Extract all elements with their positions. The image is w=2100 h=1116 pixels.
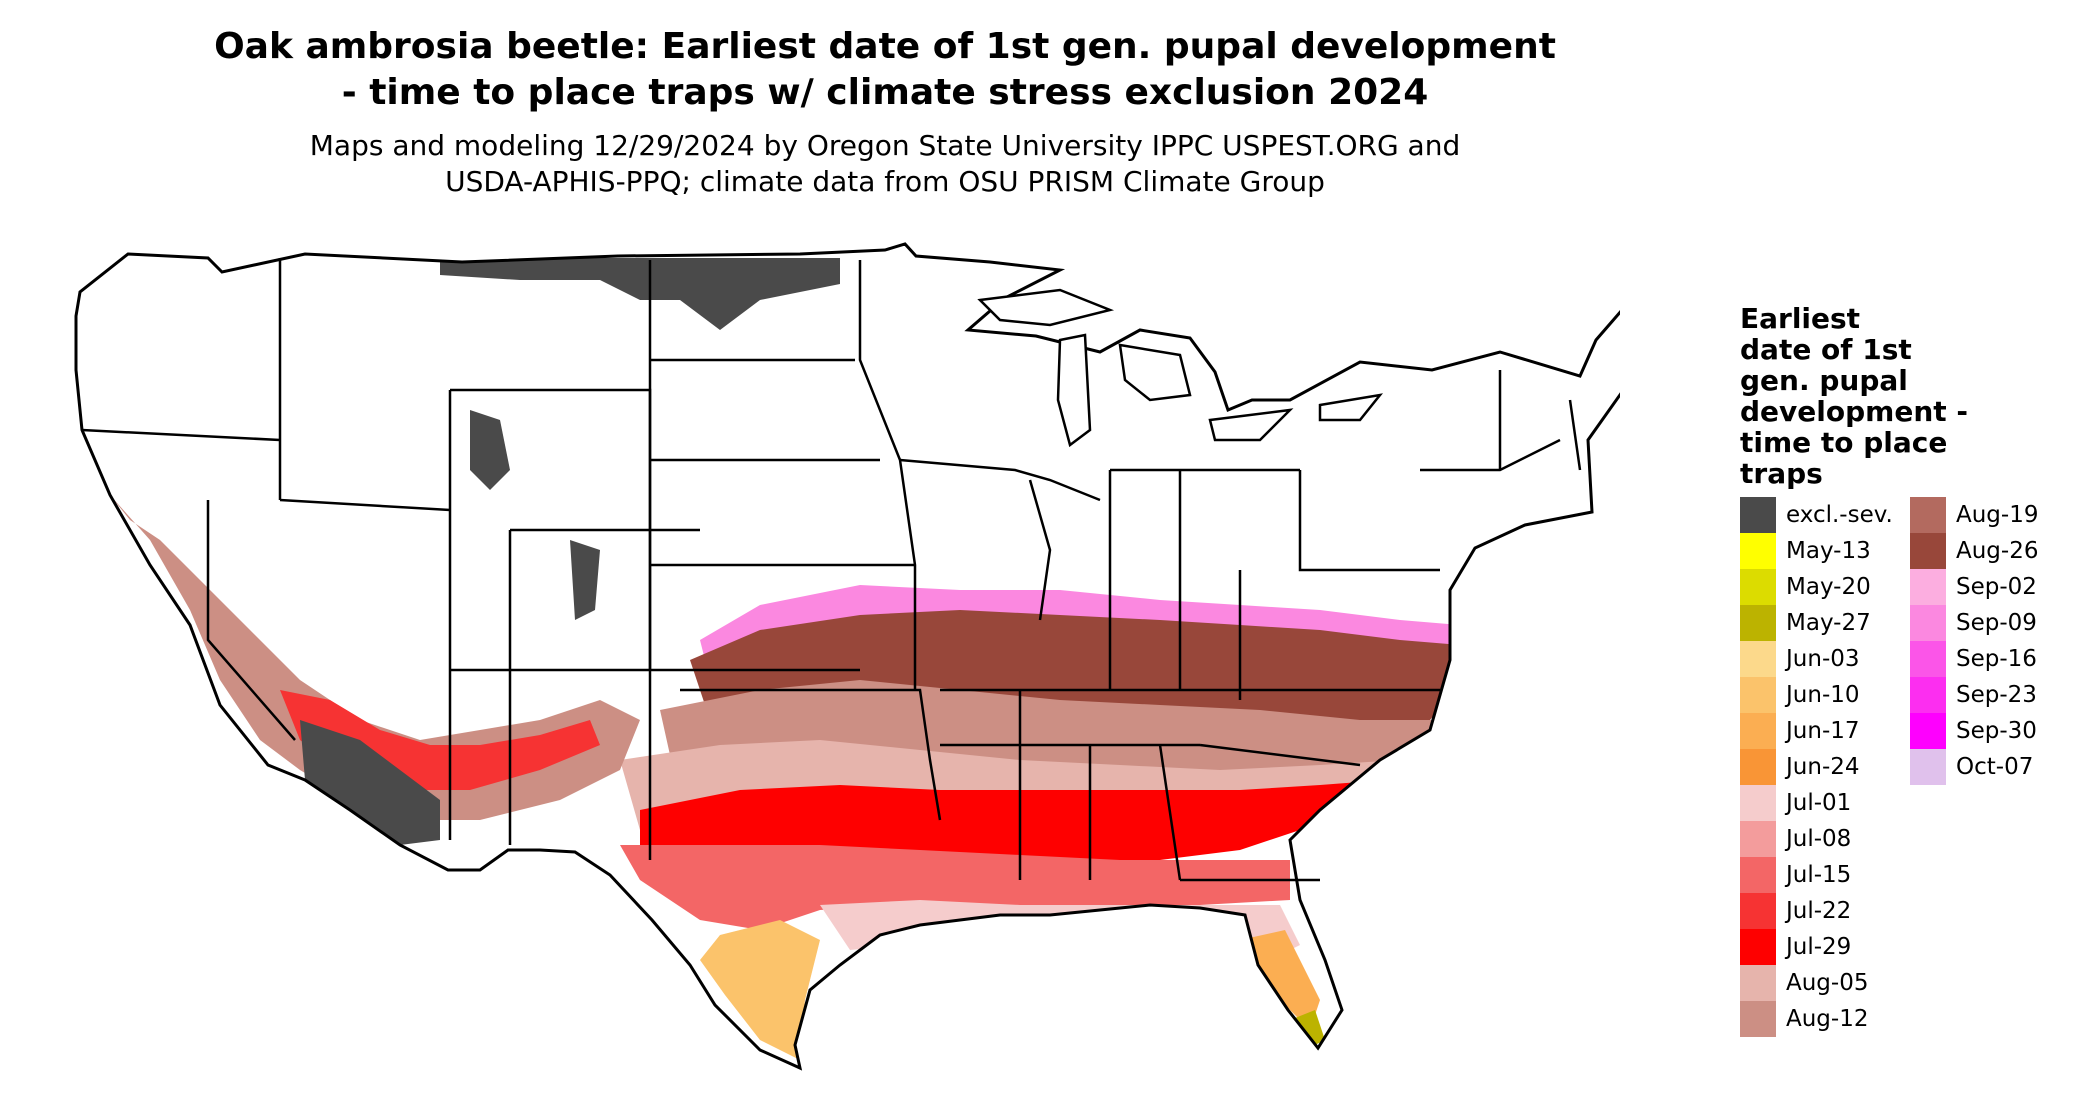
legend-swatch	[1740, 929, 1776, 965]
legend-swatch	[1740, 713, 1776, 749]
legend-item: Jun-24	[1740, 749, 1910, 785]
legend-title-line: time to place	[1740, 426, 1948, 459]
zone-sw-aug-12	[110, 495, 640, 820]
legend-label: Jul-15	[1786, 862, 1852, 888]
legend-item: excl.-sev.	[1740, 497, 1910, 533]
zone-north-excluded	[440, 258, 840, 330]
legend-label: Aug-19	[1956, 502, 2039, 528]
legend-item: Sep-02	[1910, 569, 2080, 605]
legend-title-line: Earliest	[1740, 302, 1861, 335]
zone-co-excluded	[570, 540, 600, 620]
legend-label: Sep-16	[1956, 646, 2037, 672]
legend-item: Sep-09	[1910, 605, 2080, 641]
legend-swatch	[1910, 641, 1946, 677]
legend-label: Aug-05	[1786, 970, 1869, 996]
legend-swatch	[1740, 785, 1776, 821]
legend-swatch	[1740, 1001, 1776, 1037]
legend-swatch	[1910, 497, 1946, 533]
legend-label: Oct-07	[1956, 754, 2034, 780]
legend-swatch	[1910, 677, 1946, 713]
zone-jun-10	[700, 920, 820, 1060]
legend-label: Sep-02	[1956, 574, 2037, 600]
legend-swatch	[1740, 821, 1776, 857]
legend-label: Jul-29	[1786, 934, 1852, 960]
legend-item: Jul-01	[1740, 785, 1910, 821]
legend-label: Jun-24	[1786, 754, 1860, 780]
legend-label: Jul-22	[1786, 898, 1852, 924]
legend-item: Oct-07	[1910, 749, 2080, 785]
legend-swatch	[1740, 857, 1776, 893]
legend-label: Sep-30	[1956, 718, 2037, 744]
legend-item: Sep-16	[1910, 641, 2080, 677]
legend-title-line: gen. pupal	[1740, 364, 1908, 397]
legend-label: May-27	[1786, 610, 1871, 636]
zone-sw-excluded	[300, 720, 440, 845]
legend-title: Earliest date of 1st gen. pupal developm…	[1740, 303, 2060, 489]
legend-swatch	[1740, 569, 1776, 605]
legend-label: Jun-17	[1786, 718, 1860, 744]
legend-label: Sep-23	[1956, 682, 2037, 708]
map-subtitle-line-2: USDA-APHIS-PPQ; climate data from OSU PR…	[445, 165, 1325, 198]
legend-column-1: excl.-sev. May-13 May-20 May-27 Jun-03 Jun-10…	[1740, 497, 1910, 1037]
legend-item: Jul-22	[1740, 893, 1910, 929]
legend-label: Aug-26	[1956, 538, 2039, 564]
legend-label: May-20	[1786, 574, 1871, 600]
zone-jul-15	[620, 845, 1290, 930]
legend-swatch	[1910, 605, 1946, 641]
legend-column-2: Aug-19 Aug-26 Sep-02 Sep-09 Sep-16 Sep-23 Sep-…	[1910, 497, 2080, 785]
legend-swatch	[1740, 605, 1776, 641]
zone-jun-17-fl	[1240, 930, 1320, 1030]
legend-swatch	[1740, 497, 1776, 533]
legend-title-line: date of 1st	[1740, 333, 1912, 366]
legend-label: Jun-03	[1786, 646, 1860, 672]
legend-label: excl.-sev.	[1786, 502, 1893, 528]
legend-swatch	[1740, 965, 1776, 1001]
legend-item: Jun-17	[1740, 713, 1910, 749]
legend-label: May-13	[1786, 538, 1871, 564]
legend-item: May-13	[1740, 533, 1910, 569]
legend-item: Jul-29	[1740, 929, 1910, 965]
legend-item: Aug-12	[1740, 1001, 1910, 1037]
legend-item: Jul-15	[1740, 857, 1910, 893]
legend-swatch	[1740, 749, 1776, 785]
us-map	[74, 242, 1620, 1070]
legend-item: May-20	[1740, 569, 1910, 605]
legend-item: May-27	[1740, 605, 1910, 641]
legend-item: Sep-23	[1910, 677, 2080, 713]
zone-jul-01	[820, 900, 1300, 960]
legend-swatch	[1910, 569, 1946, 605]
state-boundaries	[81, 258, 1582, 882]
legend-swatch	[1910, 713, 1946, 749]
legend-item: Aug-26	[1910, 533, 2080, 569]
legend-swatch	[1740, 677, 1776, 713]
legend-label: Aug-12	[1786, 1006, 1869, 1032]
legend-item: Aug-05	[1740, 965, 1910, 1001]
legend-label: Jun-10	[1786, 682, 1860, 708]
legend-label: Sep-09	[1956, 610, 2037, 636]
legend-item: Jul-08	[1740, 821, 1910, 857]
legend-item: Aug-19	[1910, 497, 2080, 533]
phenology-raster	[110, 258, 1460, 1060]
map-title-line-2: - time to place traps w/ climate stress …	[341, 72, 1429, 113]
legend-swatch	[1910, 749, 1946, 785]
legend-label: Jul-08	[1786, 826, 1852, 852]
legend-item: Jun-10	[1740, 677, 1910, 713]
legend-item: Jun-03	[1740, 641, 1910, 677]
map-subtitle-line-1: Maps and modeling 12/29/2024 by Oregon S…	[309, 129, 1461, 162]
legend-swatch	[1740, 641, 1776, 677]
zone-may-27-fl	[1290, 1010, 1325, 1050]
legend-item: Sep-30	[1910, 713, 2080, 749]
legend-title-line: traps	[1740, 457, 1823, 490]
legend-swatch	[1740, 893, 1776, 929]
legend-swatch	[1740, 533, 1776, 569]
legend-title-line: development -	[1740, 395, 1969, 428]
great-lakes	[977, 288, 1384, 448]
legend-swatch	[1910, 533, 1946, 569]
legend-label: Jul-01	[1786, 790, 1852, 816]
map-title-line-1: Oak ambrosia beetle: Earliest date of 1s…	[214, 26, 1556, 67]
zone-rockies-excluded	[470, 410, 510, 490]
